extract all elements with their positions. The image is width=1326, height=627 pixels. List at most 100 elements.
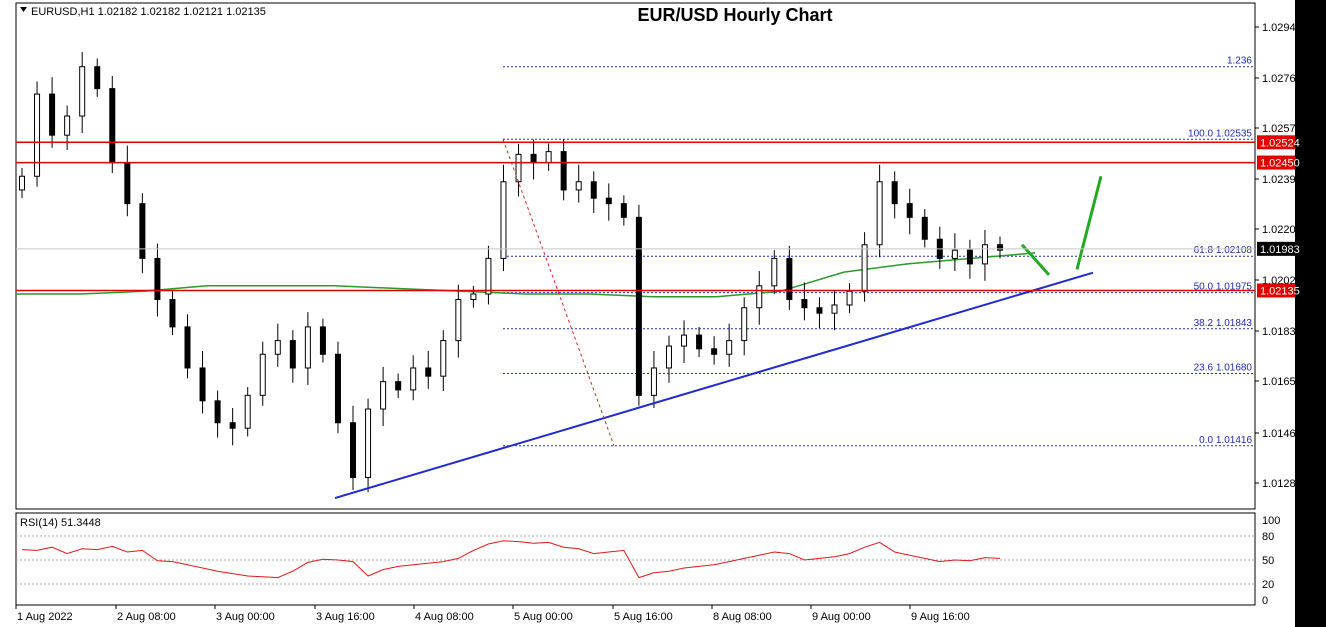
price-tick-label: 1.02390 bbox=[1262, 174, 1302, 186]
price-box bbox=[1257, 241, 1295, 256]
candle-body bbox=[319, 326, 326, 355]
horizontal-levels: 1.02524 1.02450 1.02135 1.01983 bbox=[16, 135, 1300, 298]
price-tick-label: 1.01280 bbox=[1262, 478, 1302, 490]
candle-body bbox=[605, 197, 612, 205]
candle-body bbox=[726, 340, 733, 355]
fib-swing-line[interactable] bbox=[502, 139, 615, 446]
candle-body bbox=[94, 66, 101, 90]
rsi-tick-label: 0 bbox=[1262, 595, 1268, 607]
price-tick-label: 1.02760 bbox=[1262, 73, 1302, 85]
candle-body bbox=[334, 353, 341, 424]
candle-body bbox=[650, 367, 657, 396]
candle-body bbox=[244, 394, 251, 429]
candle-body bbox=[380, 381, 387, 410]
fib-level-label: 23.6 1.01680 bbox=[1194, 362, 1253, 373]
candle-body bbox=[696, 334, 703, 350]
candle-body bbox=[741, 307, 748, 342]
candle-body bbox=[470, 293, 477, 301]
rsi-label: RSI(14) 51.3448 bbox=[20, 517, 101, 529]
candle-body bbox=[395, 381, 402, 391]
candle-body bbox=[711, 348, 718, 355]
candle-body bbox=[214, 400, 221, 424]
candle-body bbox=[590, 181, 597, 199]
candle-body bbox=[289, 340, 296, 369]
candle-body bbox=[139, 203, 146, 259]
time-tick-label: 5 Aug 16:00 bbox=[614, 611, 673, 623]
candle-body bbox=[19, 175, 25, 191]
candle-body bbox=[816, 307, 823, 314]
price-tick-label: 1.02205 bbox=[1262, 224, 1302, 236]
price-box bbox=[1257, 155, 1295, 170]
rsi-tick-label: 50 bbox=[1262, 555, 1274, 567]
collapse-triangle-icon[interactable] bbox=[20, 7, 27, 12]
fib-level-label: 100.0 1.02535 bbox=[1188, 128, 1252, 139]
candle-body bbox=[876, 181, 883, 246]
rsi-line[interactable] bbox=[21, 540, 1001, 579]
time-tick-label: 3 Aug 16:00 bbox=[316, 611, 375, 623]
candle-body bbox=[109, 88, 116, 164]
candle-body bbox=[455, 299, 462, 342]
price-box bbox=[1257, 283, 1295, 298]
annotations bbox=[334, 139, 1103, 500]
candle-body bbox=[184, 326, 191, 369]
fib-level-label: 38.2 1.01843 bbox=[1194, 318, 1253, 329]
candle-body bbox=[425, 367, 432, 377]
candle-body bbox=[575, 181, 582, 191]
price-box-label: 1.02135 bbox=[1260, 285, 1300, 297]
candle-body bbox=[635, 216, 642, 396]
ascending-trendline[interactable] bbox=[334, 271, 1094, 500]
candle-body bbox=[545, 151, 552, 164]
candle-body bbox=[620, 203, 627, 218]
candle-body bbox=[169, 299, 176, 328]
symbol-info: EURUSD,H1 1.02182 1.02182 1.02121 1.0213… bbox=[31, 6, 266, 18]
candle-body bbox=[274, 340, 281, 355]
candle-body bbox=[846, 290, 853, 306]
candle-body bbox=[921, 216, 928, 240]
price-box-label: 1.02524 bbox=[1260, 137, 1300, 149]
time-tick-label: 2 Aug 08:00 bbox=[117, 611, 176, 623]
candle-body bbox=[124, 162, 131, 205]
price-axis: 1.029451.027601.025751.023901.022051.020… bbox=[1255, 22, 1302, 490]
projection-down-line bbox=[1020, 243, 1051, 276]
candle-body bbox=[259, 353, 266, 396]
rsi-plot-area[interactable] bbox=[15, 512, 1256, 606]
candle-body bbox=[756, 285, 763, 309]
candle-body bbox=[966, 249, 973, 265]
candle-body bbox=[304, 326, 311, 369]
candle-body bbox=[786, 257, 793, 301]
candle-body bbox=[560, 151, 567, 191]
time-tick-label: 3 Aug 00:00 bbox=[216, 611, 275, 623]
fibonacci-retracement: 1.236 100.0 1.02535 61.8 1.02108 50.0 1.019… bbox=[503, 56, 1255, 447]
price-box-label: 1.02450 bbox=[1260, 158, 1300, 170]
time-tick-label: 4 Aug 08:00 bbox=[415, 611, 474, 623]
fib-level-label: 50.0 1.01975 bbox=[1194, 282, 1253, 293]
price-tick-label: 1.01465 bbox=[1262, 428, 1302, 440]
candle-body bbox=[530, 153, 537, 164]
rsi-tick-label: 20 bbox=[1262, 579, 1274, 591]
candle-body bbox=[861, 244, 868, 292]
candle-body bbox=[229, 422, 236, 429]
time-tick-label: 9 Aug 16:00 bbox=[911, 611, 970, 623]
fib-level-label: 61.8 1.02108 bbox=[1194, 245, 1253, 256]
candle-body bbox=[64, 115, 71, 136]
time-tick-label: 8 Aug 08:00 bbox=[713, 611, 772, 623]
price-tick-label: 1.02575 bbox=[1262, 123, 1302, 135]
candle-body bbox=[49, 93, 56, 136]
rsi-indicator: 100 80 50 20 0 bbox=[16, 515, 1280, 607]
candle-body bbox=[34, 93, 41, 177]
candle-body bbox=[365, 408, 372, 479]
candle-body bbox=[681, 334, 688, 347]
chart-title: EUR/USD Hourly Chart bbox=[637, 5, 832, 25]
candlesticks bbox=[19, 51, 1003, 493]
candle-body bbox=[154, 257, 161, 301]
rsi-tick-label: 80 bbox=[1262, 531, 1274, 543]
fib-level-label: 1.236 bbox=[1227, 56, 1252, 67]
candle-body bbox=[891, 181, 898, 205]
candle-body bbox=[665, 345, 672, 369]
candle-body bbox=[79, 66, 86, 117]
time-tick-label: 5 Aug 00:00 bbox=[514, 611, 573, 623]
price-box-label: 1.01983 bbox=[1260, 244, 1300, 256]
candle-body bbox=[906, 203, 913, 218]
price-tick-label: 1.01650 bbox=[1262, 376, 1302, 388]
